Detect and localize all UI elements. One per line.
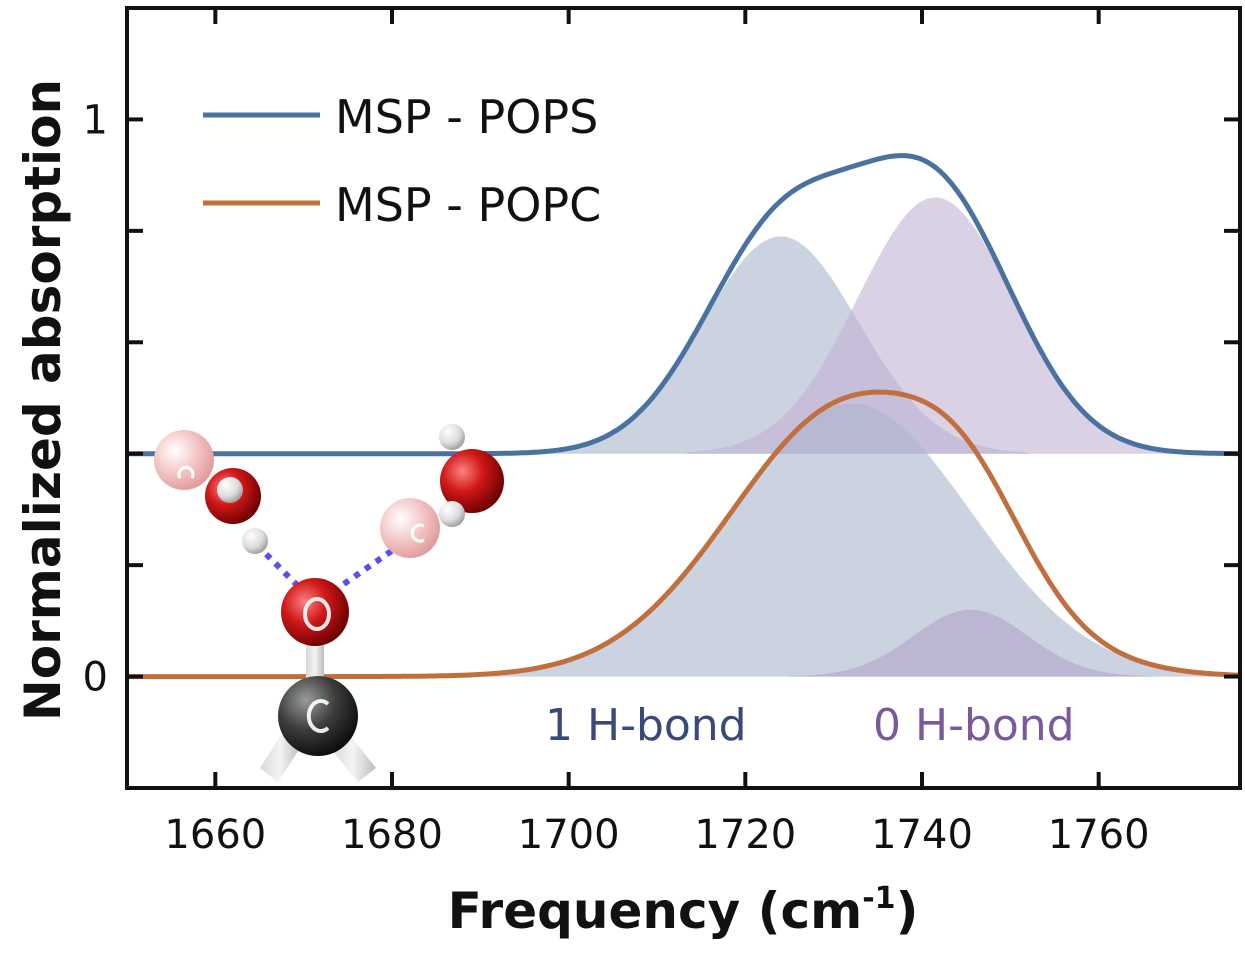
ch-bond bbox=[260, 733, 300, 782]
x-tick-label: 1720 bbox=[694, 812, 796, 858]
component-peak-1-0 bbox=[469, 403, 1233, 677]
hydrogen-atom bbox=[217, 477, 243, 503]
legend-label-pops: MSP - POPS bbox=[335, 90, 598, 144]
series-line-0 bbox=[127, 153, 1240, 457]
axis-ticks: 1660 1680 1700 1720 1740 1760 0 1 bbox=[83, 8, 1240, 858]
carbon-atom bbox=[278, 676, 358, 756]
hydrogen-atom bbox=[439, 501, 465, 527]
x-axis-title: Frequency (cm-1) bbox=[448, 881, 919, 940]
x-tick-label: 1680 bbox=[341, 812, 443, 858]
carbonyl-water-hydrogen-bond-molecule-icon bbox=[154, 424, 504, 782]
water-oxygen-atom bbox=[440, 449, 504, 513]
x-tick-label: 1740 bbox=[871, 812, 973, 858]
plot-frame bbox=[125, 6, 1242, 790]
y-axis-title: Normalized absorption bbox=[14, 79, 72, 721]
annotation-1-hbond: 1 H-bond bbox=[545, 700, 747, 751]
carbonyl-oxygen-atom bbox=[281, 578, 349, 646]
component-peak-1-1 bbox=[786, 609, 1155, 677]
y-tick-label: 1 bbox=[83, 97, 108, 143]
water-oxygen-atom bbox=[154, 430, 214, 490]
x-tick-label: 1700 bbox=[518, 812, 620, 858]
component-peaks bbox=[469, 197, 1233, 677]
legend-label-popc: MSP - POPC bbox=[335, 178, 601, 232]
hydrogen-atom bbox=[242, 528, 268, 554]
legend: MSP - POPS MSP - POPC bbox=[203, 90, 601, 232]
component-peak-0-1 bbox=[686, 197, 1184, 454]
co-bond bbox=[306, 640, 324, 680]
y-tick-label: 0 bbox=[83, 655, 108, 701]
annotation-0-hbond: 0 H-bond bbox=[873, 700, 1075, 751]
water-oxygen-atom bbox=[380, 498, 440, 558]
x-tick-label: 1660 bbox=[164, 812, 266, 858]
x-tick-label: 1760 bbox=[1048, 812, 1150, 858]
hydrogen-atom bbox=[439, 424, 465, 450]
